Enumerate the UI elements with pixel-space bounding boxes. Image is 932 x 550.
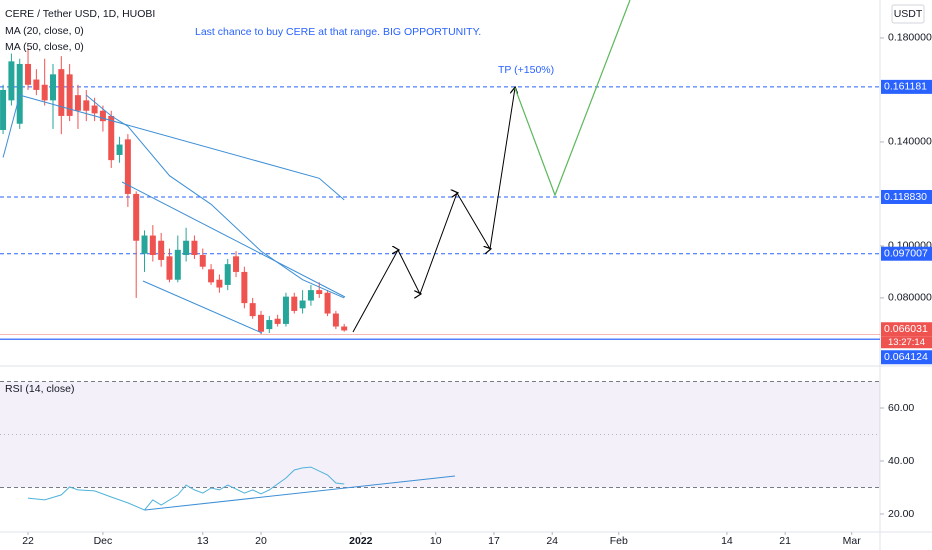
rsi-title: RSI (14, close) xyxy=(5,383,74,395)
drawings xyxy=(121,0,631,511)
y-tick-label: 20.00 xyxy=(888,508,914,520)
candle-body xyxy=(8,61,15,101)
candle-body xyxy=(99,110,106,122)
x-tick-label: 10 xyxy=(430,535,442,547)
candle-body xyxy=(166,256,173,280)
candle-body xyxy=(183,240,190,256)
candle-body xyxy=(174,249,181,280)
candle-body xyxy=(299,300,306,309)
candle-body xyxy=(216,279,223,288)
rsi-line xyxy=(27,466,345,511)
candle-body xyxy=(25,63,32,85)
ma-line xyxy=(85,94,345,299)
price-label: 0.066031 xyxy=(884,323,928,335)
price-label-box xyxy=(881,246,932,261)
price-label: 0.118830 xyxy=(884,191,927,203)
channel-top xyxy=(121,181,346,298)
candle-body xyxy=(83,100,90,111)
countdown-box xyxy=(881,336,932,349)
y-tick-label: 0.080000 xyxy=(888,292,932,304)
candle-body xyxy=(74,95,81,111)
y-tick-label: 60.00 xyxy=(888,402,914,414)
x-tick-label: 22 xyxy=(22,535,34,547)
currency-box[interactable] xyxy=(891,4,925,24)
candle-body xyxy=(16,63,23,124)
projection-green xyxy=(514,0,631,197)
candle-body xyxy=(291,296,298,311)
x-tick-label: Dec xyxy=(94,535,113,547)
x-tick-label: 2022 xyxy=(349,535,373,547)
candle-body xyxy=(224,264,231,285)
x-tick-label: 20 xyxy=(255,535,267,547)
candle-body xyxy=(316,290,323,295)
candle-body xyxy=(158,240,165,260)
candle-body xyxy=(124,139,131,194)
candle-body xyxy=(91,105,98,114)
candle-body xyxy=(324,292,331,314)
price-label: 0.161181 xyxy=(884,81,927,93)
legend-entry: MA (50, close, 0) xyxy=(5,41,84,53)
candle-body xyxy=(149,235,156,256)
candle-body xyxy=(49,74,56,101)
candle-body xyxy=(133,193,140,241)
candle-body xyxy=(58,69,65,116)
channel-bottom xyxy=(142,280,263,334)
candle-body xyxy=(141,235,148,254)
x-tick-label: 17 xyxy=(488,535,500,547)
candle-body xyxy=(341,326,348,331)
countdown: 13:27:14 xyxy=(888,337,925,348)
price-label: 0.097007 xyxy=(884,247,928,259)
price-label-box xyxy=(881,189,932,204)
price-label-box xyxy=(881,322,932,337)
chart-title: CERE / Tether USD, 1D, HUOBI xyxy=(5,8,155,20)
candle-body xyxy=(282,296,289,324)
candle-body xyxy=(0,89,7,130)
candle-body xyxy=(116,144,123,155)
candle-body xyxy=(233,256,240,272)
annotation: Last chance to buy CERE at that range. B… xyxy=(195,26,481,38)
candle-body xyxy=(274,318,281,324)
candle-body xyxy=(33,79,40,90)
rsi-trendline xyxy=(144,475,456,511)
candle-body xyxy=(332,313,339,327)
price-label-box xyxy=(881,350,932,365)
x-tick-label: 21 xyxy=(779,535,791,547)
x-tick-label: 14 xyxy=(721,535,733,547)
y-tick-label: 0.180000 xyxy=(888,32,932,44)
x-tick-label: 24 xyxy=(546,535,558,547)
x-tick-label: Feb xyxy=(610,535,628,547)
price-label-box xyxy=(881,79,932,94)
candle-body xyxy=(249,303,256,317)
candle-body xyxy=(41,84,48,101)
candle-body xyxy=(66,74,73,116)
legend-entry: MA (20, close, 0) xyxy=(5,25,84,37)
y-tick-label: 40.00 xyxy=(888,455,914,467)
price-label: 0.064124 xyxy=(884,351,928,363)
candle-body xyxy=(191,240,198,256)
y-tick-label: 0.140000 xyxy=(888,136,932,148)
candle-body xyxy=(108,115,115,161)
x-tick-label: Mar xyxy=(843,535,862,547)
candle-body xyxy=(266,320,273,330)
projection-arrows xyxy=(352,88,515,333)
candle-body xyxy=(208,269,215,283)
candle-body xyxy=(307,290,314,301)
annotation: TP (+150%) xyxy=(498,64,554,76)
candle-body xyxy=(257,314,264,332)
x-tick-label: 13 xyxy=(197,535,209,547)
currency[interactable]: USDT xyxy=(894,8,923,20)
ma-line xyxy=(2,94,345,201)
candle-body xyxy=(199,255,206,267)
candle-body xyxy=(241,271,248,304)
